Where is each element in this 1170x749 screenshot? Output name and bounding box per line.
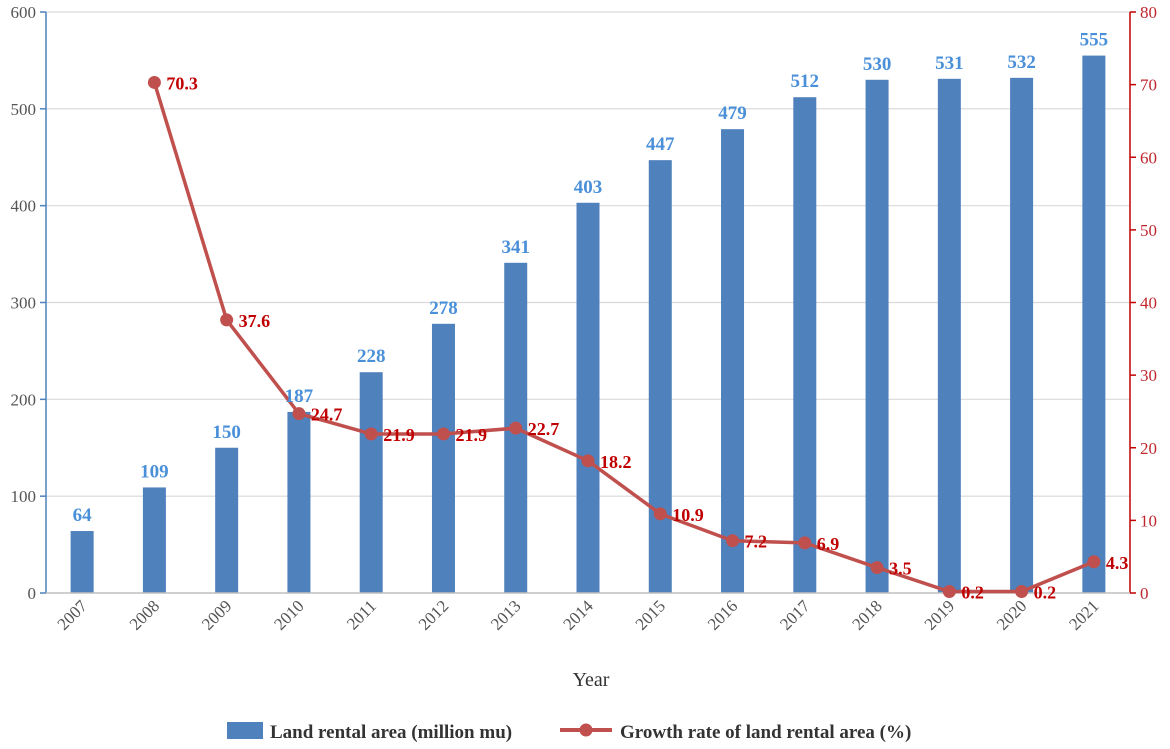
x-tick-label: 2018 [848,596,885,633]
right-tick-label: 80 [1140,3,1157,22]
left-tick-label: 400 [11,197,37,216]
bar-series [70,55,1106,594]
x-tick-label: 2011 [343,596,380,633]
line-point [653,507,667,521]
line-value-label: 0.2 [961,583,984,603]
line-value-label: 10.9 [672,505,704,525]
x-axis-title: Year [573,669,610,691]
line-point [436,427,450,441]
right-tick-label: 30 [1140,366,1157,385]
legend-bar-swatch [227,722,263,739]
bar-value-label: 555 [1080,30,1109,51]
line-point [509,421,523,435]
line-point [220,313,234,327]
line-value-label: 0.2 [1034,583,1057,603]
bar-value-label: 532 [1007,52,1036,73]
bar-value-label: 403 [574,177,603,198]
x-tick-label: 2014 [559,596,597,634]
x-tick-label: 2016 [704,596,741,633]
legend-bar-label: Land rental area (million mu) [270,722,512,743]
right-tick-label: 10 [1140,511,1157,530]
line-value-label: 37.6 [239,311,271,331]
bar-value-label: 109 [140,461,169,482]
left-tick-label: 300 [11,294,37,313]
line-value-label: 24.7 [311,405,343,425]
data-labels: 64 109 150 187 228 278 341 403 447 479 512 530 531 53… [73,30,1129,603]
line-point [798,536,812,550]
bar [937,78,961,593]
line-point [942,585,956,599]
line-point [1015,585,1029,599]
bar-value-label: 187 [285,386,314,407]
line-point [870,561,884,575]
line-point [726,534,740,548]
x-tick-label: 2009 [198,596,235,633]
x-tick-label: 2020 [993,596,1030,633]
line-value-label: 7.2 [745,532,768,552]
x-tick-label: 2021 [1065,596,1102,633]
bar-value-label: 531 [935,53,964,74]
bar [721,129,745,593]
line-value-label: 21.9 [383,425,415,445]
bar [287,411,311,593]
bar [648,160,672,593]
bar-value-label: 479 [718,103,747,124]
line-point [147,75,161,89]
left-tick-label: 0 [28,584,37,603]
left-tick-label: 200 [11,390,37,409]
x-tick-label: 2017 [776,596,814,634]
bar-value-label: 150 [212,422,241,443]
left-tick-label: 100 [11,487,37,506]
right-tick-label: 50 [1140,221,1157,240]
right-tick-label: 40 [1140,294,1157,313]
bar [215,447,239,593]
bar [865,79,889,594]
x-tick-label: 2010 [270,596,307,633]
x-tick-label: 2013 [487,596,524,633]
x-tick-label: 2012 [415,596,452,633]
bar-value-label: 447 [646,134,675,155]
bar-value-label: 64 [73,505,93,526]
line-value-label: 21.9 [455,425,487,445]
legend-line-label: Growth rate of land rental area (%) [620,722,911,743]
bar-value-label: 228 [357,346,386,367]
line-value-label: 70.3 [166,73,198,93]
x-tick-label: 2008 [126,596,163,633]
line-point [1087,555,1101,569]
bar [1082,55,1106,593]
bar [142,487,166,593]
x-tick-label: 2015 [632,596,669,633]
bar [431,323,455,593]
bar-value-label: 512 [791,71,820,92]
growth-line [152,81,1095,594]
legend: Land rental area (million mu) Growth rat… [227,722,911,743]
bar [1010,77,1034,593]
line-value-label: 22.7 [528,419,560,439]
legend-line-marker [579,723,593,737]
bar [576,202,600,594]
x-tick-label: 2007 [53,596,91,634]
line-value-label: 4.3 [1106,553,1129,573]
x-tick-label: 2019 [921,596,958,633]
line-point [364,427,378,441]
line-point [292,407,306,421]
line-point [581,454,595,468]
bar-value-label: 530 [863,54,892,75]
right-tick-label: 60 [1140,148,1157,167]
bar-value-label: 278 [429,298,458,319]
line-value-label: 6.9 [817,534,840,554]
bar [70,531,94,593]
bar [359,372,383,593]
bar-value-label: 341 [501,237,530,258]
line-value-label: 3.5 [889,559,912,579]
right-tick-label: 70 [1140,76,1157,95]
bar [793,97,817,594]
left-tick-label: 500 [11,100,37,119]
right-tick-label: 0 [1140,584,1149,603]
right-tick-label: 20 [1140,439,1157,458]
left-tick-label: 600 [11,3,37,22]
line-value-label: 18.2 [600,452,632,472]
line-series [147,75,1101,599]
